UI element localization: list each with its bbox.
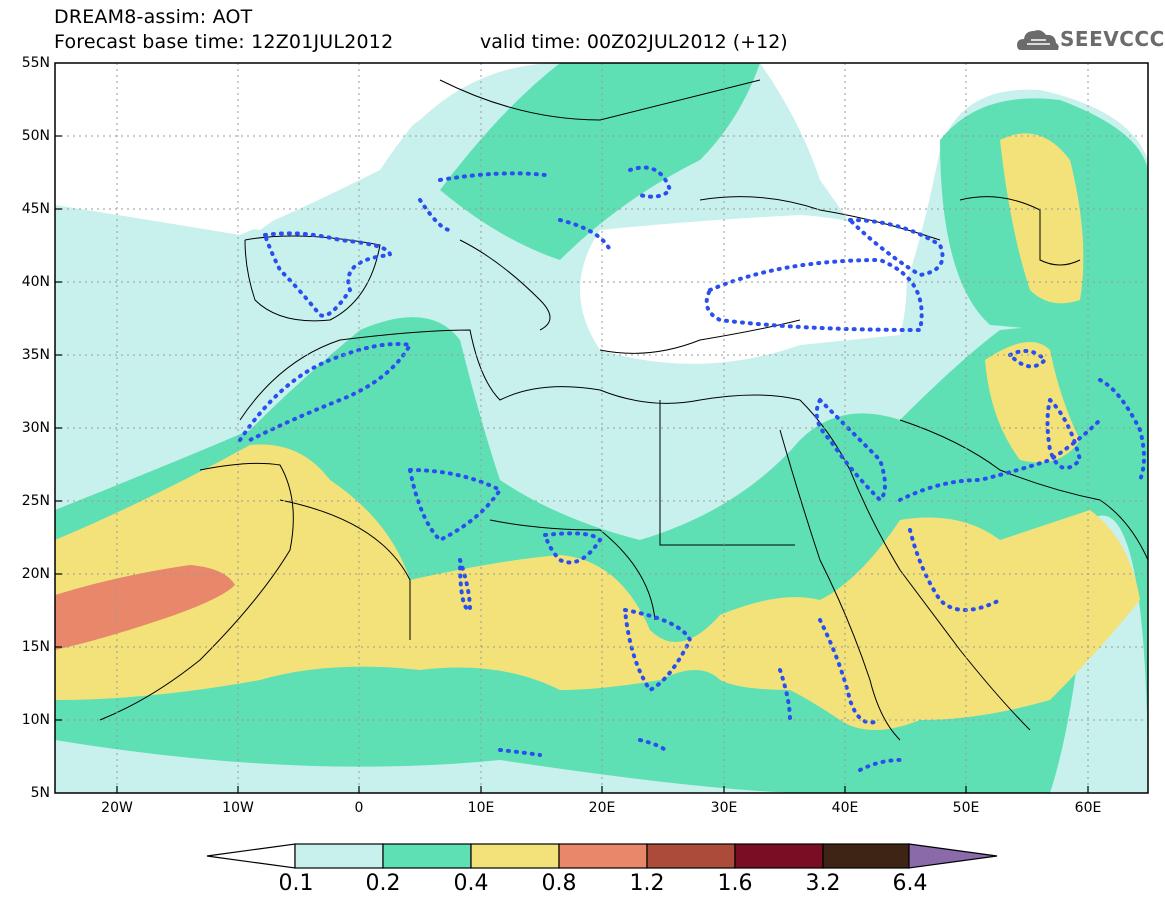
lat-label: 35N xyxy=(21,347,50,363)
blue-dotted-contours xyxy=(238,165,1146,772)
lon-label: 60E xyxy=(1074,800,1102,816)
lon-label: 10E xyxy=(467,800,495,816)
axis-ticks xyxy=(55,135,1089,793)
aot-region-0.4 xyxy=(55,444,1140,730)
colorbar-label: 6.4 xyxy=(892,871,928,896)
lon-label: 50E xyxy=(952,800,980,816)
lon-label: 0 xyxy=(354,800,364,816)
colorbar-label: 1.2 xyxy=(629,871,665,896)
lat-label: 30N xyxy=(21,420,50,436)
lat-label: 25N xyxy=(21,493,50,509)
lat-label: 10N xyxy=(21,712,50,728)
cloud-logo-icon xyxy=(1017,30,1059,50)
colorbar-label: 0.2 xyxy=(365,871,401,896)
lat-label: 40N xyxy=(21,274,50,290)
lat-label: 15N xyxy=(21,639,50,655)
colorbar-label: 0.8 xyxy=(541,871,577,896)
valid-time: valid time: 00Z02JUL2012 (+12) xyxy=(480,31,788,53)
colorbar-label: 0.1 xyxy=(278,871,314,896)
lon-label: 40E xyxy=(831,800,859,816)
lon-label: 20E xyxy=(588,800,616,816)
lat-label: 5N xyxy=(30,785,50,801)
colorbar-label: 0.4 xyxy=(453,871,489,896)
seevccc-logo-text: SEEVCCC xyxy=(1060,27,1165,51)
aot-region-0.8 xyxy=(55,565,235,650)
colorbar-label: 3.2 xyxy=(805,871,841,896)
lat-label: 45N xyxy=(21,201,50,217)
colorbar-label: 1.6 xyxy=(717,871,753,896)
lon-label: 20W xyxy=(101,800,133,816)
map-title: DREAM8-assim: AOT xyxy=(54,6,253,28)
forecast-base-time: Forecast base time: 12Z01JUL2012 xyxy=(54,31,394,53)
lon-label: 30E xyxy=(710,800,738,816)
lat-label: 20N xyxy=(21,566,50,582)
lat-label: 55N xyxy=(21,55,50,71)
lon-label: 10W xyxy=(222,800,254,816)
lat-label: 50N xyxy=(21,128,50,144)
graticule xyxy=(55,63,1148,793)
